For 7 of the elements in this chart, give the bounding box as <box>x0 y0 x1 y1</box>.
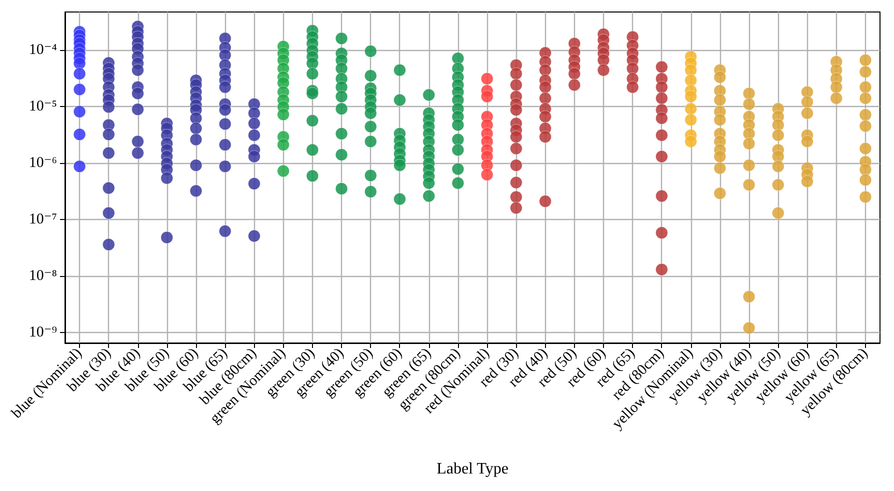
y-tick-label: 10⁻⁷ <box>28 211 57 228</box>
y-tick-label: 10⁻⁹ <box>28 324 57 340</box>
x-axis-title: Label Type <box>436 460 508 478</box>
y-tick-label: 10⁻⁶ <box>28 154 57 171</box>
y-tick-label: 10⁻⁴ <box>28 42 57 58</box>
y-tick-label: 10⁻⁸ <box>28 268 57 284</box>
y-tick-label: 10⁻⁵ <box>28 98 57 114</box>
